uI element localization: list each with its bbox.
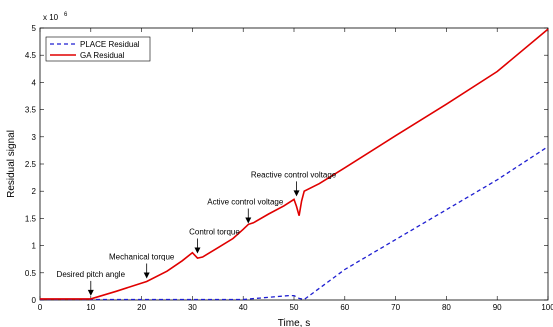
x-tick-label: 100: [541, 303, 553, 312]
x-tick-label: 50: [290, 303, 299, 312]
x-tick-label: 0: [38, 303, 43, 312]
series-line-place: [40, 146, 549, 301]
axis-ticks: 0 10 20 30 40 50 60 70 80 90 100 0 0.5 1 1.5 2 2.5 3 3.5 4 4…: [25, 24, 553, 312]
y-tick-label: 5: [32, 24, 37, 33]
annotation-arrowhead: [245, 217, 252, 224]
x-tick-label: 10: [86, 303, 95, 312]
y-tick-label: 2.5: [25, 160, 37, 169]
annotation-arrowhead: [293, 190, 300, 197]
y-tick-label: 3.5: [25, 106, 37, 115]
x-tick-label: 40: [239, 303, 248, 312]
y-tick-label: 4: [32, 78, 37, 87]
y-tick-label: 0.5: [25, 269, 37, 278]
annotations: Desired pitch angle Mechanical torque Cont…: [57, 170, 337, 296]
x-tick-label: 80: [442, 303, 451, 312]
y-axis-multiplier-exponent: 6: [64, 12, 68, 18]
y-tick-label: 0: [32, 296, 37, 305]
legend-label-place: PLACE Residual: [80, 40, 140, 49]
x-tick-label: 60: [340, 303, 349, 312]
annotation-label: Desired pitch angle: [57, 270, 126, 279]
annotation-arrowhead: [194, 247, 201, 254]
y-tick-label: 2: [32, 187, 37, 196]
y-axis-label: Residual signal: [6, 130, 17, 198]
plot-area: [39, 27, 549, 301]
x-tick-label: 30: [188, 303, 197, 312]
x-tick-label: 70: [391, 303, 400, 312]
annotation-label: Active control voltage: [207, 198, 284, 207]
annotation-arrowhead: [87, 289, 94, 296]
series-line-ga: [40, 28, 549, 300]
annotation-arrowhead: [143, 272, 150, 279]
legend: PLACE Residual GA Residual: [45, 36, 151, 62]
y-tick-label: 1: [32, 242, 37, 251]
x-tick-label: 90: [493, 303, 502, 312]
legend-box: [45, 36, 151, 62]
series-lines: [40, 28, 549, 301]
annotation-label: Mechanical torque: [109, 253, 175, 262]
annotation-label: Reactive control voltage: [251, 170, 337, 179]
legend-label-ga: GA Residual: [80, 51, 125, 60]
annotation-label: Control torque: [189, 227, 240, 236]
x-tick-label: 20: [137, 303, 146, 312]
y-tick-label: 1.5: [25, 214, 37, 223]
y-axis-multiplier: x 10: [43, 13, 59, 22]
y-tick-label: 4.5: [25, 51, 37, 60]
x-axis-label: Time, s: [278, 318, 310, 327]
y-tick-label: 3: [32, 133, 37, 142]
